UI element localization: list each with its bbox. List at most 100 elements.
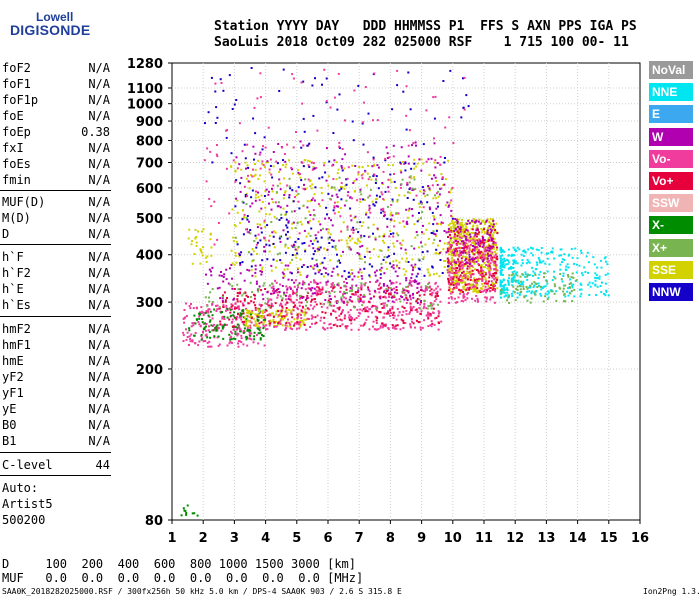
echo-point [233, 311, 236, 314]
echo-point [208, 320, 211, 323]
echo-point [584, 271, 587, 273]
echo-point [515, 287, 518, 290]
echo-point [262, 298, 265, 301]
echo-point [335, 161, 338, 164]
echo-point [463, 244, 466, 247]
echo-point [458, 279, 461, 281]
echo-point [268, 213, 271, 216]
echo-point [385, 288, 388, 291]
echo-point [371, 265, 374, 268]
echo-point [304, 248, 307, 251]
echo-point [234, 236, 237, 239]
echo-point [187, 237, 190, 240]
echo-point [234, 170, 237, 173]
echo-point [226, 297, 228, 299]
echo-point [281, 324, 284, 327]
echo-point [244, 324, 247, 327]
echo-point [480, 268, 483, 271]
echo-point [348, 317, 351, 320]
echo-point [198, 323, 201, 326]
echo-point [225, 309, 227, 312]
echo-point [457, 225, 460, 228]
echo-point [452, 288, 454, 291]
echo-point [397, 234, 400, 237]
echo-point [459, 222, 461, 225]
echo-point [369, 188, 372, 191]
echo-point [286, 184, 289, 187]
auto-label: Auto: [2, 481, 39, 495]
echo-point [397, 314, 400, 317]
echo-point [564, 284, 567, 287]
echo-point [426, 268, 429, 271]
echo-point [606, 263, 609, 266]
echo-point [416, 310, 419, 313]
echo-point [260, 227, 263, 230]
echo-point [356, 199, 359, 202]
echo-point [297, 245, 300, 248]
echo-point [487, 287, 490, 290]
param-name: h`F2 [2, 266, 31, 280]
echo-point [453, 261, 456, 264]
credit-line: SAA0K_2018282025000.RSF / 300fx256h 50 k… [2, 587, 402, 596]
echo-point [455, 286, 458, 289]
echo-point [485, 282, 488, 285]
echo-point [206, 305, 209, 308]
echo-point [266, 160, 269, 163]
echo-point [266, 303, 269, 305]
echo-point [289, 261, 292, 264]
echo-point [435, 298, 438, 301]
echo-point [420, 288, 423, 291]
echo-point [301, 283, 304, 286]
y-tick-label: 200 [136, 363, 163, 378]
echo-point [427, 185, 430, 187]
echo-point [299, 323, 302, 326]
echo-point [371, 311, 373, 314]
echo-point [409, 187, 412, 190]
echo-point [440, 173, 443, 176]
echo-point [482, 266, 485, 269]
echo-point [480, 227, 483, 230]
echo-point [448, 271, 451, 274]
echo-point [268, 190, 270, 193]
echo-point [335, 205, 338, 208]
echo-point [526, 275, 529, 278]
echo-point [297, 271, 299, 274]
echo-point [455, 272, 458, 274]
echo-point [296, 313, 299, 316]
echo-point [382, 296, 385, 299]
echo-point [429, 302, 432, 304]
echo-point [311, 84, 314, 87]
echo-point [354, 291, 357, 293]
echo-point [369, 275, 371, 278]
echo-point [407, 261, 410, 263]
echo-point [185, 338, 188, 341]
echo-point [526, 299, 529, 302]
echo-point [334, 188, 337, 191]
echo-point [264, 225, 267, 228]
echo-point [489, 218, 492, 221]
echo-point [293, 322, 296, 325]
echo-point [428, 173, 431, 176]
echo-point [272, 242, 275, 245]
echo-point [400, 171, 403, 174]
echo-point [264, 190, 267, 192]
echo-point [364, 321, 367, 324]
echo-point [383, 256, 386, 259]
echo-point [323, 316, 326, 319]
echo-point [281, 271, 284, 274]
echo-point [248, 331, 251, 334]
echo-point [512, 285, 515, 288]
echo-point [500, 296, 503, 299]
echo-point [481, 229, 484, 232]
echo-point [396, 69, 399, 72]
echo-point [338, 306, 341, 309]
echo-point [454, 227, 457, 230]
echo-point [551, 247, 554, 250]
echo-point [231, 304, 234, 307]
echo-point [494, 290, 497, 293]
echo-point [422, 192, 425, 195]
echo-point [259, 239, 262, 242]
echo-point [434, 233, 437, 236]
echo-point [410, 245, 413, 248]
echo-point [539, 285, 542, 288]
